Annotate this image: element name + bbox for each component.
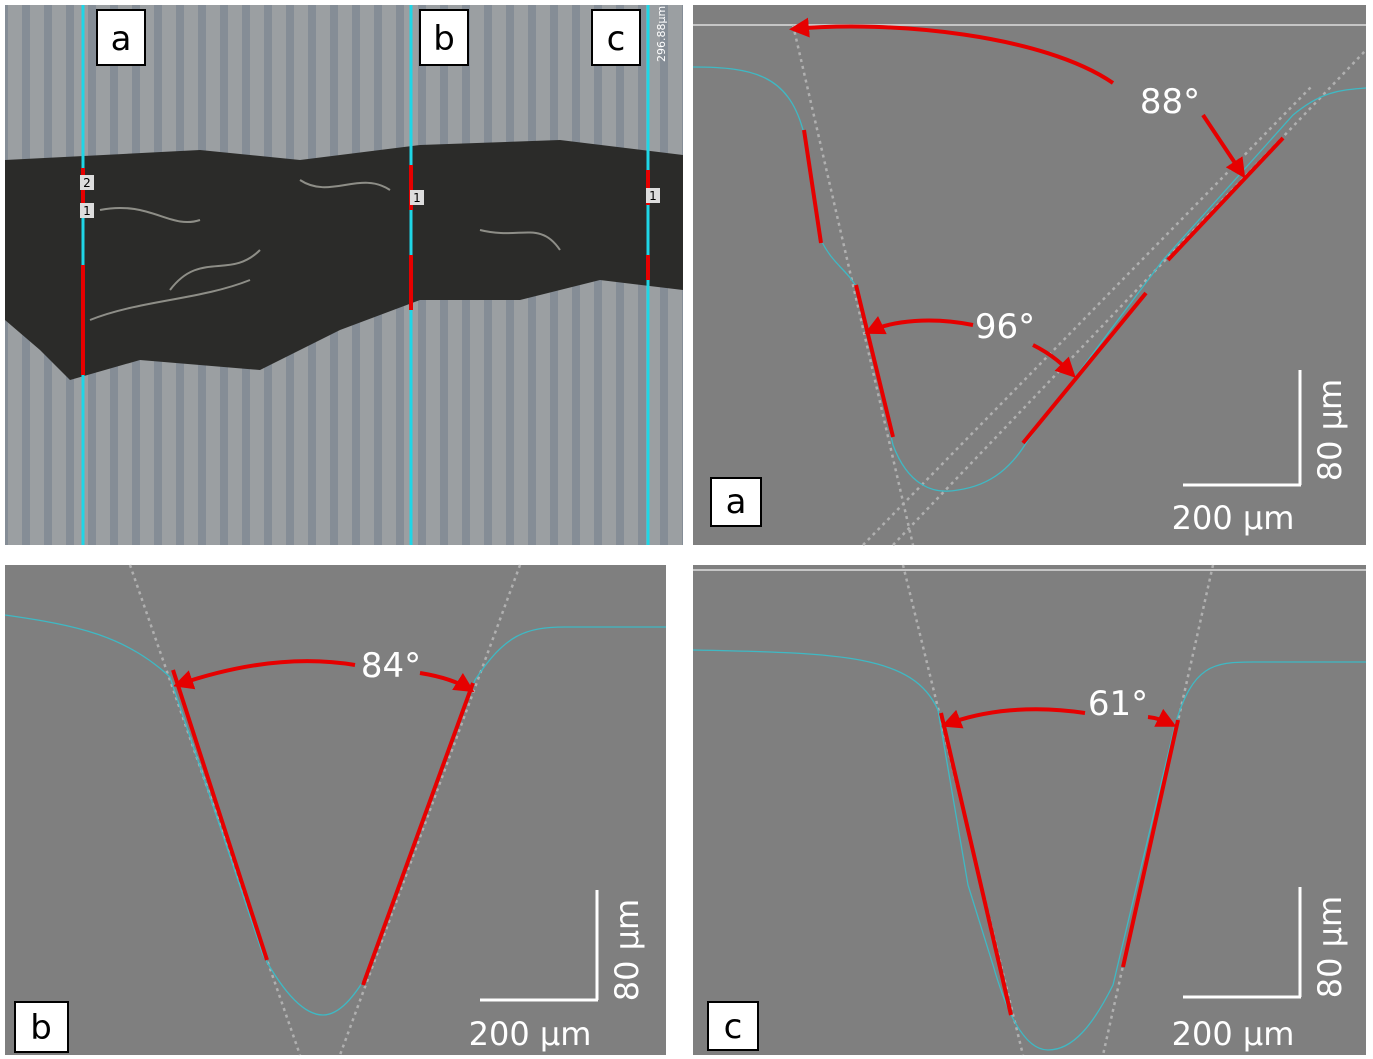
angle-label: 84° <box>361 646 421 686</box>
angle-label: 96° <box>975 307 1035 347</box>
line-label: b <box>433 19 455 59</box>
profile-panel: 88° 96° 200 µm 80 µm a <box>693 5 1366 545</box>
panel-label: a <box>726 482 747 522</box>
marker-label: 1 <box>83 204 91 218</box>
scale-x: 200 µm <box>469 1015 592 1053</box>
micrograph: 2 1 1 1 a b c 296.88µm <box>5 5 683 545</box>
panel-label: b <box>30 1008 52 1048</box>
marker-label: 2 <box>83 176 91 190</box>
angle-label: 61° <box>1088 684 1148 724</box>
scale-text: 296.88µm <box>655 6 668 62</box>
scale-x: 200 µm <box>1172 1015 1295 1053</box>
line-label: c <box>607 19 626 59</box>
marker-label: 1 <box>413 191 421 205</box>
marker-label: 1 <box>649 189 657 203</box>
scale-y: 80 µm <box>608 899 646 1001</box>
profile-panel: 84° 200 µm 80 µm b <box>5 565 666 1055</box>
scale-x: 200 µm <box>1172 499 1295 537</box>
angle-label: 88° <box>1140 82 1200 122</box>
profile-panel: 61° 200 µm 80 µm c <box>693 565 1366 1055</box>
scale-y: 80 µm <box>1311 896 1349 998</box>
figure: 2 1 1 1 a b c 296.88µm 88° 96° 200 µm 80… <box>0 0 1373 1059</box>
panel-label: c <box>724 1007 743 1047</box>
scale-y: 80 µm <box>1311 379 1349 481</box>
line-label: a <box>111 19 132 59</box>
